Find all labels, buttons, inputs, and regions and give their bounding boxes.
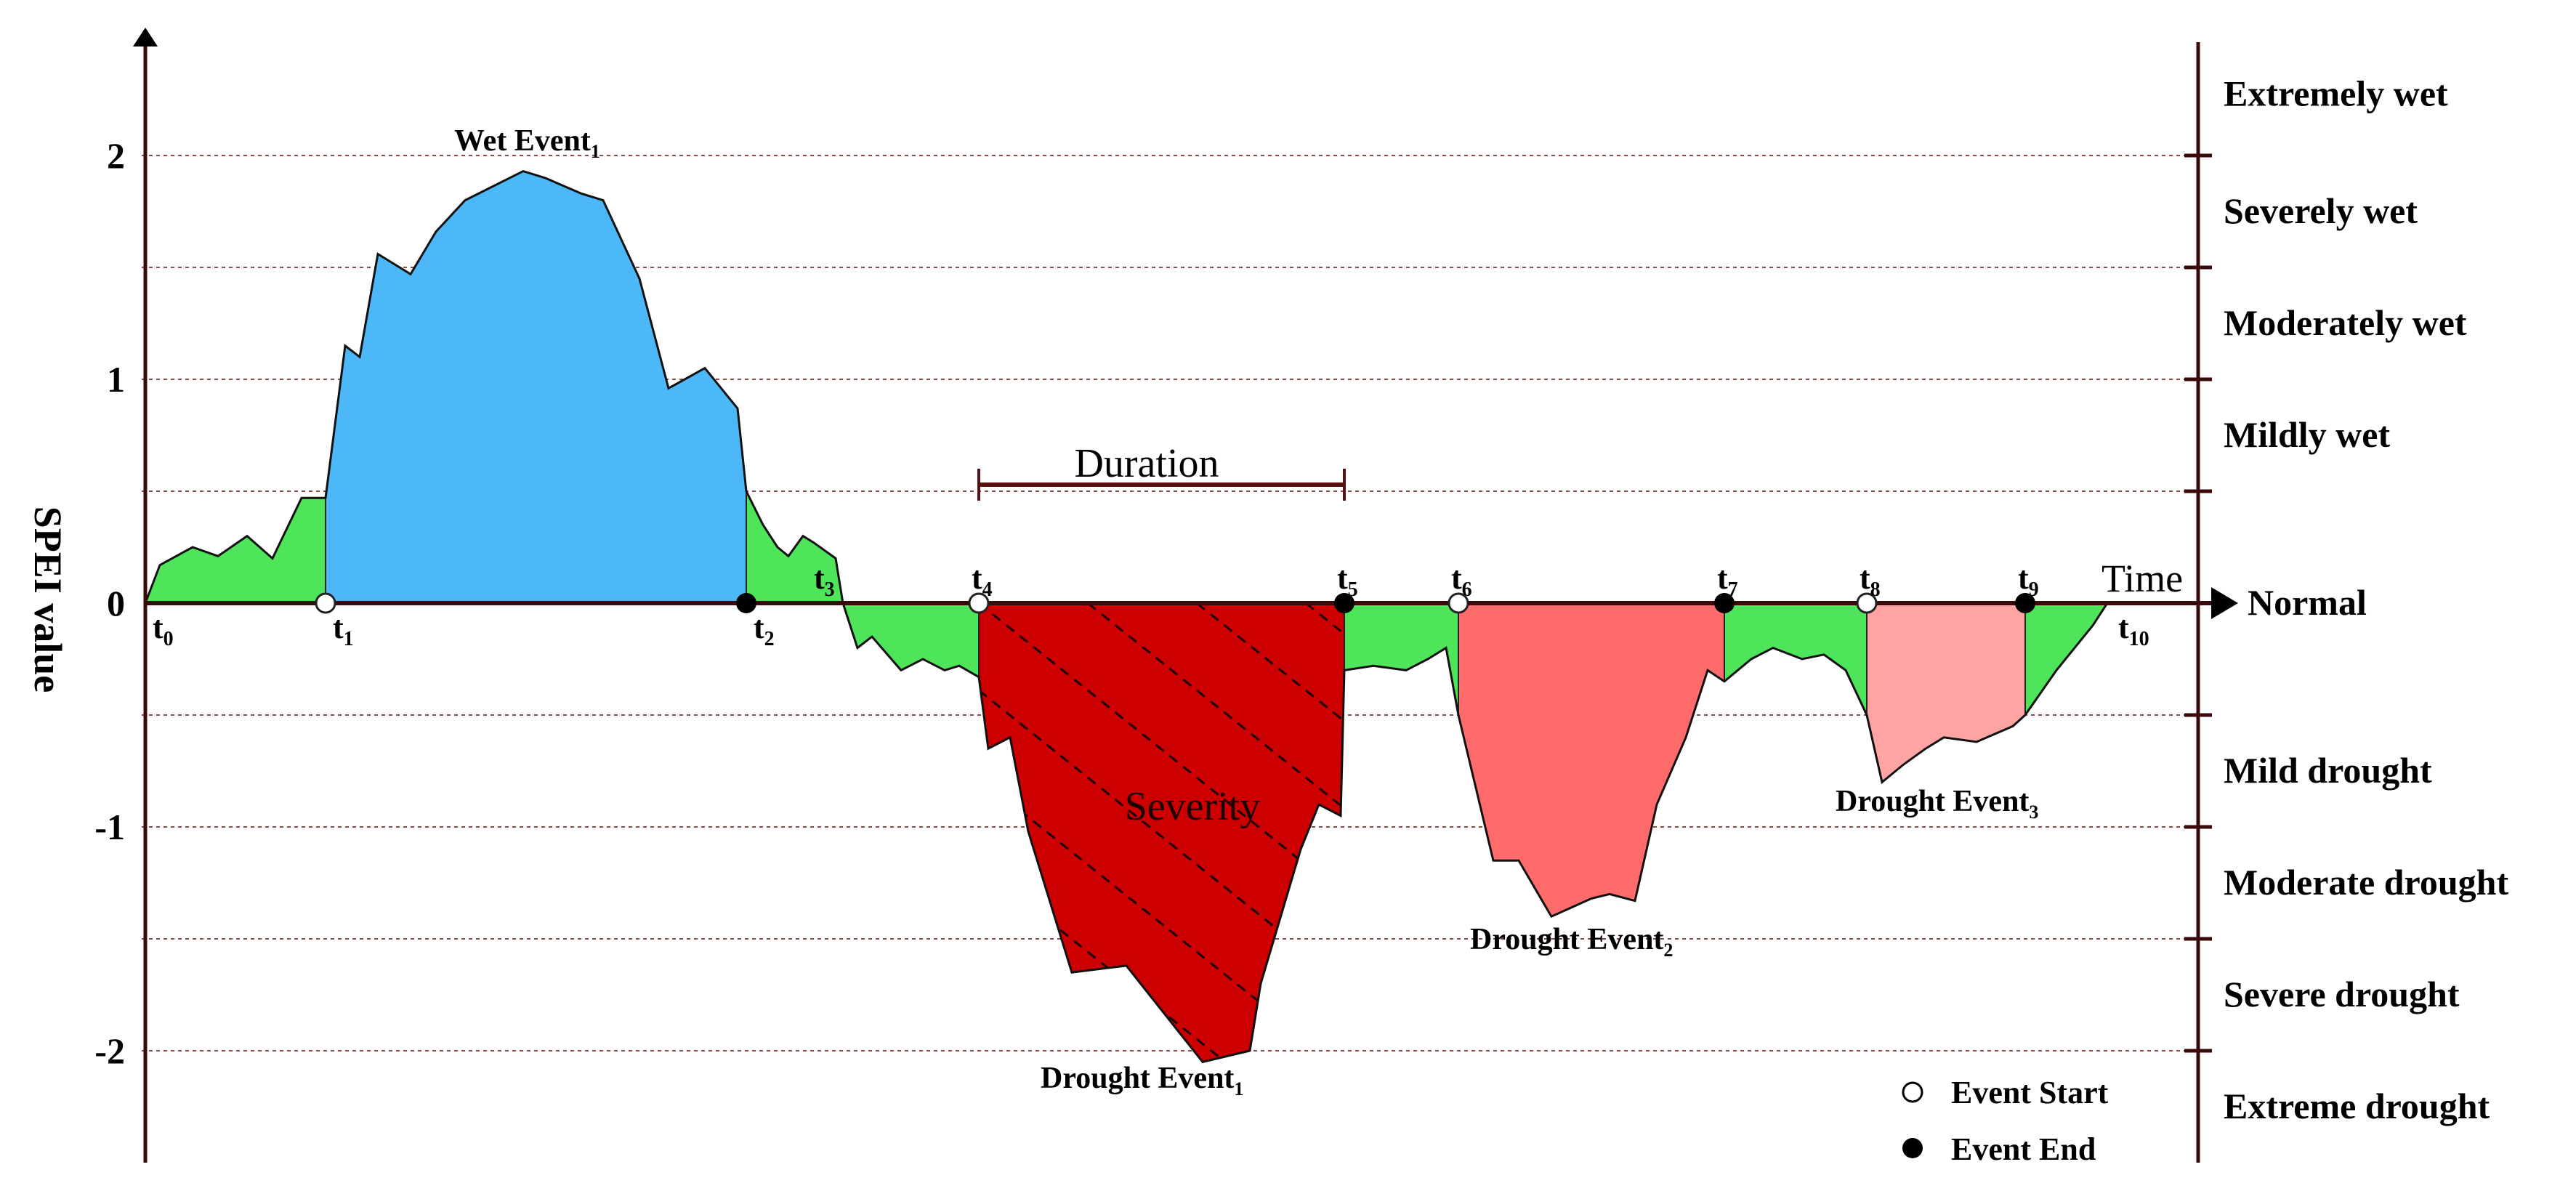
hatch-line: [1087, 603, 1344, 1062]
time-marker-label: t9: [2018, 560, 2039, 601]
y-axis-title: SPEI value: [26, 506, 70, 693]
y-axis-arrow: [133, 28, 158, 47]
event-start-marker-icon: [1902, 1081, 1923, 1103]
event-boundaries: [325, 491, 2026, 715]
y-tick-labels: 2 1 0 -1 -2: [94, 135, 125, 1071]
drought-event-2-label: Drought Event2: [1470, 923, 1673, 961]
drought-event-1-area: [979, 603, 1344, 1062]
event-start-marker: [315, 592, 336, 614]
wet-event-1-label: Wet Event1: [454, 124, 600, 162]
event-labels: Wet Event1 Drought Event1 Drought Event2…: [454, 124, 2038, 1099]
legend-event-end: Event End: [1951, 1131, 2096, 1167]
severity-label: Severity: [1125, 784, 1261, 829]
event-start-marker: [1856, 592, 1878, 614]
category-label: Extreme drought: [2224, 1086, 2490, 1126]
y-tick-label: 0: [107, 583, 125, 623]
time-marker-label: t5: [1337, 560, 1358, 601]
event-start-marker: [1448, 592, 1469, 614]
legend-event-start: Event Start: [1951, 1075, 2109, 1110]
hatch-line: [979, 603, 1307, 1062]
area-fills: [144, 169, 2111, 1064]
category-ticks: [2184, 153, 2212, 1053]
y-tick-label: -1: [94, 807, 125, 847]
drought-event-2-area: [1458, 603, 1724, 917]
category-label: Mild drought: [2224, 750, 2432, 791]
time-marker-label: t3: [814, 560, 835, 601]
event-end-marker: [2015, 593, 2035, 613]
time-marker-label: t4: [972, 560, 993, 601]
legend: Event Start Event End: [1902, 1075, 2109, 1167]
event-start-marker: [968, 592, 990, 614]
y-tick-label: -2: [94, 1030, 125, 1071]
category-label: Severely wet: [2224, 190, 2418, 231]
event-end-marker-icon: [1902, 1138, 1923, 1158]
x-axis-title: Time: [2101, 557, 2183, 600]
x-axis-arrow: [2211, 587, 2238, 619]
time-marker-label: t0: [153, 610, 174, 650]
event-end-marker: [1714, 593, 1735, 613]
hatch-line: [1196, 603, 1344, 1062]
time-markers: t0 t1 t2 t3 t4 t5 t6 t7 t8 t9 t10: [153, 560, 2149, 650]
time-marker-label: t6: [1451, 560, 1472, 601]
category-label: Normal: [2248, 582, 2367, 623]
category-label: Moderate drought: [2224, 862, 2508, 903]
event-end-marker: [1334, 593, 1354, 613]
hatch-line: [979, 603, 1344, 1062]
category-label: Extremely wet: [2224, 73, 2448, 113]
wet-event-1-area: [326, 171, 746, 603]
duration-label: Duration: [1074, 441, 1219, 486]
time-marker-label: t8: [1860, 560, 1881, 601]
time-marker-label: t7: [1717, 560, 1738, 601]
time-marker-label: t10: [2118, 610, 2149, 650]
category-label: Severe drought: [2224, 974, 2460, 1014]
category-label: Mildly wet: [2224, 414, 2390, 455]
drought-event-3-area: [1867, 603, 2025, 783]
time-marker-label: t2: [754, 610, 775, 650]
spei-series-line: [144, 169, 2111, 1064]
y-tick-label: 1: [107, 359, 125, 400]
category-labels: Extremely wet Severely wet Moderately wet M…: [2224, 73, 2508, 1126]
y-tick-label: 2: [107, 135, 125, 176]
duration-bracket: Duration: [977, 441, 1346, 501]
drought-event-1-label: Drought Event1: [1041, 1062, 1243, 1099]
category-label: Moderately wet: [2224, 302, 2467, 343]
drought-event-3-label: Drought Event3: [1836, 785, 2038, 823]
event-end-marker: [736, 593, 756, 613]
time-marker-label: t1: [333, 610, 354, 650]
